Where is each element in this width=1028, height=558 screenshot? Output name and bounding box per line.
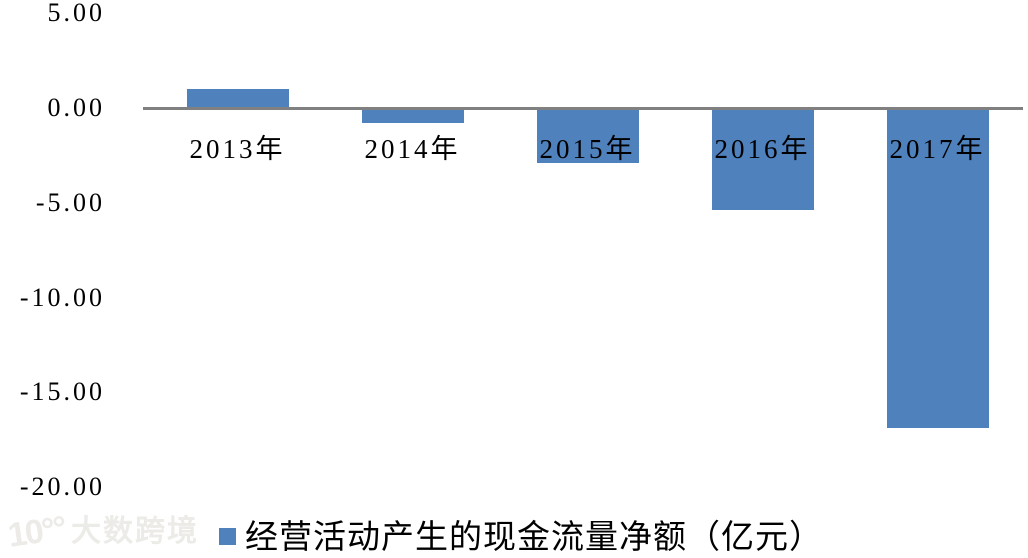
watermark-brand-text: 大数跨境 bbox=[71, 515, 200, 548]
watermark: 10°° 大数跨境 bbox=[6, 509, 200, 555]
x-category-label: 2014年 bbox=[364, 134, 461, 164]
x-category-label: 2013年 bbox=[189, 134, 286, 164]
y-tick-label: -20.00 bbox=[19, 472, 105, 501]
bar-2016年 bbox=[711, 110, 814, 211]
bar-2017年 bbox=[886, 110, 989, 429]
y-tick-label: 0.00 bbox=[47, 93, 105, 122]
y-tick-label: 5.00 bbox=[47, 0, 105, 28]
bar-2013年 bbox=[186, 89, 289, 108]
x-category-label: 2017年 bbox=[889, 134, 986, 164]
legend: 经营活动产生的现金流量净额（亿元） bbox=[219, 512, 823, 556]
dashukuajing-logo-icon: 10°° bbox=[5, 509, 68, 555]
bar-2015年 bbox=[536, 110, 639, 164]
x-axis-zero-line bbox=[143, 107, 1023, 110]
bar-2014年 bbox=[361, 110, 464, 124]
x-category-label: 2015年 bbox=[539, 134, 636, 164]
y-tick-label: -10.00 bbox=[19, 282, 105, 312]
legend-marker-icon bbox=[219, 527, 236, 545]
y-tick-label: -5.00 bbox=[35, 187, 105, 217]
y-tick-label: -15.00 bbox=[19, 377, 105, 407]
x-category-label: 2016年 bbox=[714, 134, 811, 164]
legend-label: 经营活动产生的现金流量净额（亿元） bbox=[245, 520, 823, 556]
